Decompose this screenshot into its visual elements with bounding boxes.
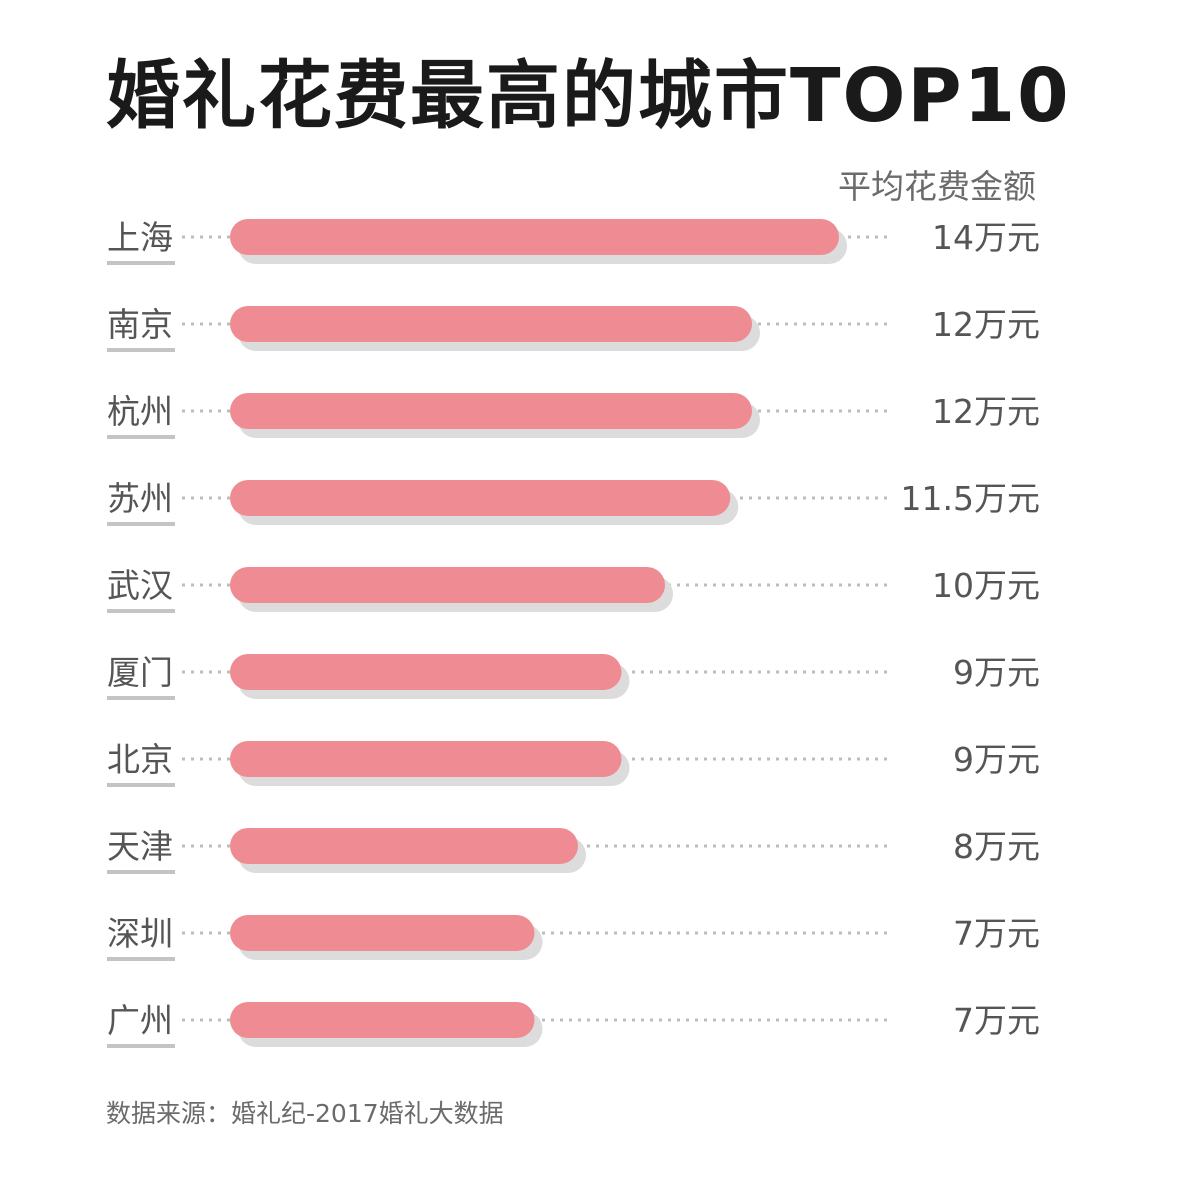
category-label: 深圳 [107,914,173,953]
category-underline [107,870,175,874]
category-underline [107,783,175,787]
category-underline [107,348,175,352]
value-label: 8万元 [953,827,1040,866]
category-underline [107,696,175,700]
category-underline [107,957,175,961]
value-label: 14万元 [932,218,1040,257]
category-underline [107,1044,175,1048]
chart-title: 婚礼花费最高的城市TOP10 [106,53,1071,139]
value-label: 12万元 [932,305,1040,344]
value-label: 11.5万元 [901,479,1040,518]
bar-2 [230,393,752,429]
value-label: 10万元 [932,566,1040,605]
category-label: 厦门 [107,653,173,692]
category-label: 上海 [107,218,173,257]
bar-9 [230,1002,535,1038]
value-label: 9万元 [953,653,1040,692]
bar-8 [230,915,535,951]
category-label: 武汉 [107,566,173,605]
category-underline [107,522,175,526]
bar-7 [230,828,578,864]
bar-1 [230,306,752,342]
bar-5 [230,654,622,690]
category-underline [107,435,175,439]
bar-6 [230,741,622,777]
category-underline [107,261,175,265]
category-label: 天津 [107,827,173,866]
category-label: 广州 [107,1001,173,1040]
category-label: 杭州 [107,392,173,431]
value-column-header: 平均花费金额 [838,167,1036,206]
bar-3 [230,480,731,516]
value-label: 7万元 [953,1001,1040,1040]
value-label: 7万元 [953,914,1040,953]
bar-0 [230,219,839,255]
bar-4 [230,567,665,603]
category-label: 北京 [107,740,173,779]
category-label: 南京 [107,305,173,344]
category-label: 苏州 [107,479,173,518]
value-label: 9万元 [953,740,1040,779]
source-note: 数据来源：婚礼纪-2017婚礼大数据 [106,1099,504,1128]
value-label: 12万元 [932,392,1040,431]
category-underline [107,609,175,613]
